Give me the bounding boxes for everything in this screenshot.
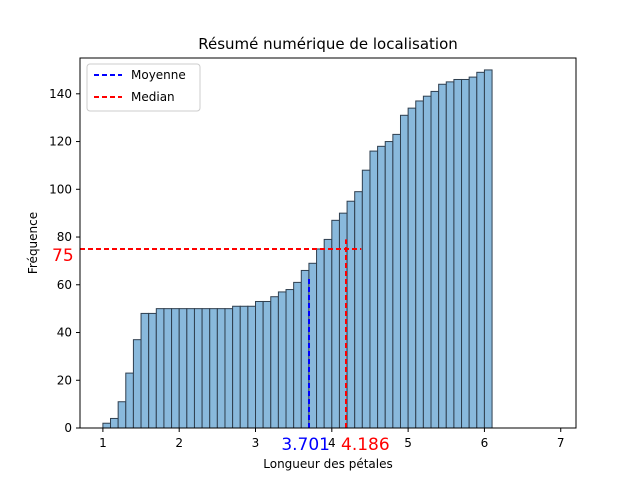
histogram-bar — [468, 76, 478, 429]
histogram-bar — [277, 291, 287, 429]
histogram-bar — [316, 248, 325, 429]
histogram-bar — [399, 114, 409, 429]
y-tick-label: 0 — [64, 421, 72, 435]
histogram-bar — [438, 83, 447, 429]
histogram-bar — [369, 150, 379, 429]
histogram-bar — [422, 95, 432, 429]
histogram-bar — [445, 81, 455, 429]
histogram-bar — [140, 312, 150, 429]
histogram-bar — [163, 308, 173, 429]
histogram-bar — [453, 78, 463, 429]
histogram-bar — [224, 308, 234, 429]
histogram-bar — [171, 308, 180, 429]
histogram-bar — [331, 219, 340, 429]
histogram-bar — [361, 169, 371, 429]
histogram-bar — [392, 133, 401, 429]
histogram-bar — [216, 308, 226, 429]
y-tick-label: 60 — [57, 278, 72, 292]
chart-title: Résumé numérique de localisation — [198, 35, 458, 53]
histogram-bar — [186, 308, 195, 429]
legend: Moyenne Median — [86, 63, 201, 112]
y-axis-ticks: 0 20 40 60 80 100 120 140 — [49, 87, 80, 435]
histogram-bar — [262, 300, 272, 429]
histogram-bar — [476, 71, 485, 429]
histogram-bar — [430, 90, 440, 429]
histogram-bar — [300, 269, 310, 429]
y-tick-label: 140 — [49, 87, 72, 101]
x-tick-label: 5 — [404, 436, 412, 450]
histogram-bar — [117, 401, 127, 429]
histogram-bar — [155, 308, 165, 429]
histogram-bar — [270, 296, 279, 429]
histogram-bar — [415, 100, 424, 429]
histogram-bar — [483, 69, 493, 429]
x-tick-label: 7 — [557, 436, 565, 450]
y-tick-label: 20 — [57, 373, 72, 387]
histogram-bar — [354, 191, 363, 429]
legend-median-label: Median — [131, 90, 175, 104]
plot-frame — [79, 57, 577, 429]
histogram-bar — [239, 305, 249, 429]
reference-lines — [80, 239, 362, 428]
y-axis-label: Fréquence — [26, 212, 40, 274]
histogram-bar — [377, 145, 386, 429]
histogram-bar — [293, 281, 302, 429]
histogram-bar — [102, 422, 112, 429]
median-value-label: 4.186 — [341, 435, 390, 455]
histogram-bar — [201, 308, 211, 429]
x-axis-ticks: 1 2 3 4 5 6 7 — [99, 428, 565, 450]
y-tick-label: 40 — [57, 326, 72, 340]
x-tick-label: 2 — [175, 436, 183, 450]
histogram-bar — [255, 300, 264, 429]
histogram-bar — [407, 107, 417, 429]
histogram-bar — [285, 289, 295, 429]
histogram-bar — [247, 305, 257, 429]
histogram-bar — [232, 305, 241, 429]
annotation-labels: 3.701 4.186 75 — [52, 246, 390, 455]
histogram-bar — [384, 141, 394, 429]
histogram-bar — [148, 312, 157, 429]
histogram-bar — [178, 308, 188, 429]
mean-value-label: 3.701 — [281, 435, 330, 455]
histogram-bar — [132, 339, 142, 429]
histogram-bar — [125, 372, 134, 429]
y-tick-label: 120 — [49, 135, 72, 149]
histogram-bar — [308, 262, 318, 429]
count-value-label: 75 — [52, 246, 74, 266]
legend-box — [86, 63, 201, 112]
x-tick-label: 1 — [99, 436, 107, 450]
histogram-bar — [323, 238, 333, 429]
histogram-bar — [346, 200, 356, 429]
histogram-bar — [193, 308, 203, 429]
histogram-bar — [110, 417, 119, 429]
x-tick-label: 3 — [252, 436, 260, 450]
x-axis-label: Longueur des pétales — [263, 457, 392, 471]
legend-mean-label: Moyenne — [131, 68, 186, 82]
x-tick-label: 4 — [328, 436, 336, 450]
histogram-bar — [461, 78, 470, 429]
y-tick-label: 80 — [57, 230, 72, 244]
histogram-bar — [209, 308, 218, 429]
x-tick-label: 6 — [481, 436, 489, 450]
y-tick-label: 100 — [49, 182, 72, 196]
